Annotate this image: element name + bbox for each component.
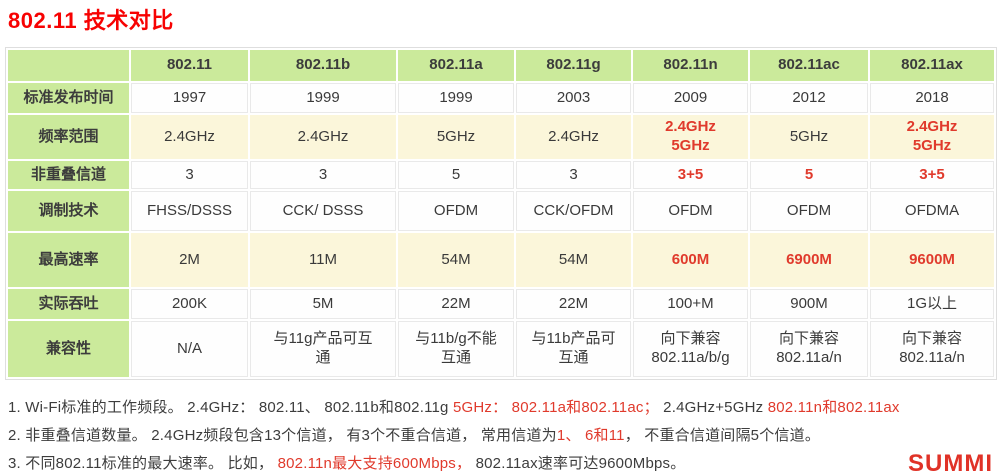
table-cell: 3 [248,159,398,191]
table-row: 最高速率 2M 11M 54M 54M 600M 6900M 9600M [6,231,996,289]
row-label: 非重叠信道 [6,159,131,191]
table-cell: 1999 [248,81,398,115]
table-cell: 1999 [396,81,516,115]
table-cell: OFDM [396,189,516,233]
table-cell: 向下兼容 802.11a/n [868,319,996,379]
page-title: 802.11 技术对比 [8,8,174,33]
table-cell: OFDM [631,189,750,233]
table-cell: 2.4GHz 5GHz [868,113,996,161]
table-row: 频率范围 2.4GHz 2.4GHz 5GHz 2.4GHz 2.4GHz 5GHz 5GH… [6,113,996,161]
table-cell: OFDMA [868,189,996,233]
table-cell: 5M [248,287,398,321]
row-label: 最高速率 [6,231,131,289]
table-cell: 与11b/g不能 互通 [396,319,516,379]
table-cell: 与11g产品可互 通 [248,319,398,379]
table-cell: 2003 [514,81,633,115]
table-cell: CCK/ DSSS [248,189,398,233]
table-cell: N/A [129,319,250,379]
row-label: 实际吞吐 [6,287,131,321]
footnote: 3. 不同802.11标准的最大速率。 比如， 802.11n最大支持600Mb… [8,452,994,471]
table-cell: 2.4GHz [248,113,398,161]
table-row: 实际吞吐 200K 5M 22M 22M 100+M 900M 1G以上 [6,287,996,321]
wifi-standards-comparison-table: 802.11 802.11b 802.11a 802.11g 802.11n 802.11… [5,47,997,380]
table-row: 非重叠信道 3 3 5 3 3+5 5 3+5 [6,159,996,191]
table-cell: 100+M [631,287,750,321]
footnote-text: 1. Wi-Fi标准的工作频段。 2.4GHz： 802.11、 802.11b… [8,399,453,416]
table-cell: 3+5 [868,159,996,191]
table-cell: OFDM [748,189,870,233]
column-header-802.11b: 802.11b [248,48,398,83]
table-cell: 3+5 [631,159,750,191]
column-header-802.11n: 802.11n [631,48,750,83]
table-cell: 22M [514,287,633,321]
table-cell: 6900M [748,231,870,289]
footnote-text: ， 不重合信道间隔5个信道。 [624,427,821,444]
table-cell: 5GHz [748,113,870,161]
footnote-text: 2. 非重叠信道数量。 2.4GHz频段包含13个信道， 有3个不重合信道， 常… [8,427,557,444]
table-cell: 向下兼容 802.11a/n [748,319,870,379]
footnote-text: 802.11ax速率可达9600Mbps。 [471,455,686,471]
watermark-logo: SUMMI [908,450,993,471]
footnote: 1. Wi-Fi标准的工作频段。 2.4GHz： 802.11、 802.11b… [8,396,994,417]
footnote: 2. 非重叠信道数量。 2.4GHz频段包含13个信道， 有3个不重合信道， 常… [8,424,994,445]
table-cell: 5 [396,159,516,191]
table-cell: 200K [129,287,250,321]
table-cell: 54M [396,231,516,289]
table-cell: CCK/OFDM [514,189,633,233]
column-header-802.11a: 802.11a [396,48,516,83]
column-header-802.11ax: 802.11ax [868,48,996,83]
table-cell: 2.4GHz 5GHz [631,113,750,161]
column-header-802.11g: 802.11g [514,48,633,83]
table-cell: 与11b产品可 互通 [514,319,633,379]
footnote-highlight: 5GHz： 802.11a和802.11ac； [452,399,659,416]
table-cell: 5 [748,159,870,191]
row-label: 调制技术 [6,189,131,233]
table-cell: 900M [748,287,870,321]
table-cell: 22M [396,287,516,321]
footnote-highlight: 1、 6和11 [556,427,625,444]
table-cell: 2009 [631,81,750,115]
table-header-row: 802.11 802.11b 802.11a 802.11g 802.11n 802.11… [6,48,996,83]
table-cell: 54M [514,231,633,289]
table-cell: 9600M [868,231,996,289]
row-label: 频率范围 [6,113,131,161]
table-cell: 600M [631,231,750,289]
corner-cell [6,48,131,83]
table-row: 标准发布时间 1997 1999 1999 2003 2009 2012 2018 [6,81,996,115]
table-cell: 2M [129,231,250,289]
footnote-text: 3. 不同802.11标准的最大速率。 比如， [8,455,278,471]
table-cell: 1997 [129,81,250,115]
row-label: 标准发布时间 [6,81,131,115]
footnote-text: 2.4GHz+5GHz [658,399,768,416]
table-cell: 2.4GHz [129,113,250,161]
footnote-highlight: 802.11n和802.11ax [767,399,900,416]
row-label: 兼容性 [6,319,131,379]
footnote-highlight: 802.11n最大支持600Mbps， [277,455,472,471]
table-cell: 11M [248,231,398,289]
table-cell: 3 [129,159,250,191]
table-cell: 2012 [748,81,870,115]
table-cell: 向下兼容 802.11a/b/g [631,319,750,379]
table-row: 调制技术 FHSS/DSSS CCK/ DSSS OFDM CCK/OFDM OFDM OF… [6,189,996,233]
column-header-802.11: 802.11 [129,48,250,83]
table-cell: 5GHz [396,113,516,161]
table-cell: 1G以上 [868,287,996,321]
footnotes: 1. Wi-Fi标准的工作频段。 2.4GHz： 802.11、 802.11b… [8,396,994,471]
table-cell: FHSS/DSSS [129,189,250,233]
table-row: 兼容性 N/A 与11g产品可互 通与11b/g不能 互通 与11b产品可 互通 向下兼… [6,319,996,379]
table-cell: 3 [514,159,633,191]
table-cell: 2018 [868,81,996,115]
table-cell: 2.4GHz [514,113,633,161]
column-header-802.11ac: 802.11ac [748,48,870,83]
